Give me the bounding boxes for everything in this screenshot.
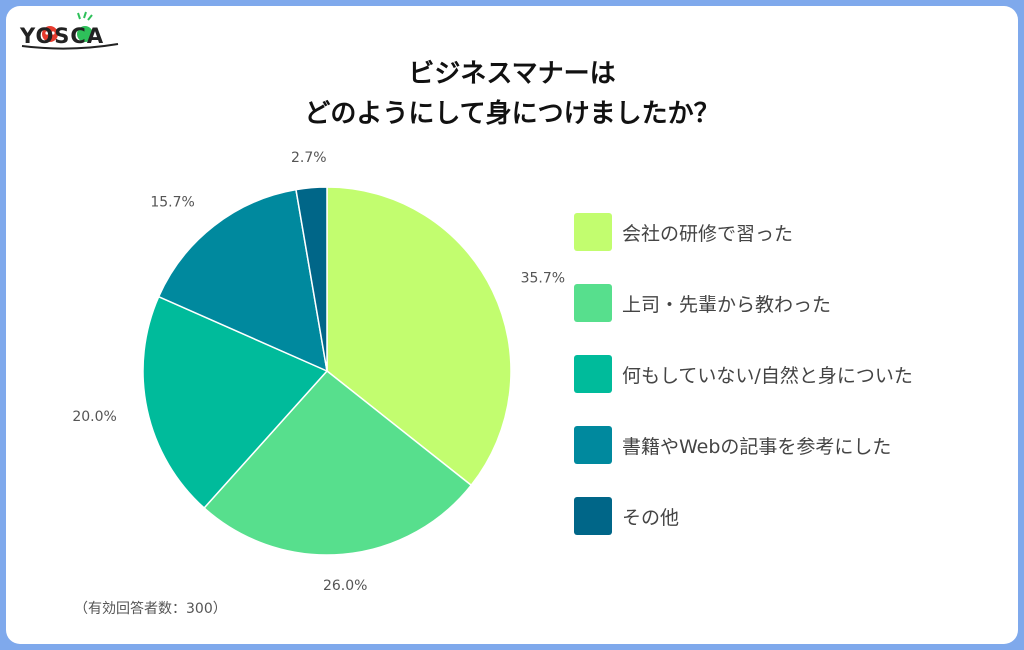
legend-label-3: 何もしていない/自然と身についた xyxy=(622,364,913,387)
legend-item-3: 何もしていない/自然と身についた xyxy=(574,354,913,394)
chart-title-line-1: ビジネスマナーは xyxy=(408,59,616,89)
pie-slice-3 xyxy=(142,295,329,510)
data-label-4: 15.7% xyxy=(150,194,194,210)
legend-label-1: 会社の研修で習った xyxy=(622,222,794,245)
legend-item-5: その他 xyxy=(574,496,679,536)
data-label-1: 35.7% xyxy=(521,270,565,286)
legend-label-2: 上司・先輩から教わった xyxy=(622,293,832,316)
legend-swatch-1 xyxy=(574,213,612,251)
pie-slice-4 xyxy=(157,188,328,373)
legend-item-2: 上司・先輩から教わった xyxy=(574,283,831,323)
pie-slice-1 xyxy=(326,186,512,487)
chart-title-line-2: どのようにして身につけましたか？ xyxy=(304,99,720,129)
data-label-2: 26.0% xyxy=(323,578,367,594)
data-label-3: 20.0% xyxy=(72,409,116,425)
legend-swatch-4 xyxy=(574,426,612,464)
logo-text: YOSCA xyxy=(20,24,105,48)
respondent-count-note: （有効回答者数：300） xyxy=(74,601,227,617)
legend-label-4: 書籍やWebの記事を参考にした xyxy=(622,435,892,458)
legend-item-4: 書籍やWebの記事を参考にした xyxy=(574,425,891,465)
legend-item-1: 会社の研修で習った xyxy=(574,212,793,252)
logo-graphic xyxy=(21,11,119,50)
pie-slice-2 xyxy=(203,369,473,556)
legend-label-5: その他 xyxy=(622,506,680,529)
legend-swatch-3 xyxy=(574,355,612,393)
legend-swatch-2 xyxy=(574,284,612,322)
legend-swatch-5 xyxy=(574,497,612,535)
data-label-5: 2.7% xyxy=(291,150,327,166)
yosca-logo: YOSCA xyxy=(20,10,120,50)
pie-slice-5 xyxy=(295,186,328,372)
